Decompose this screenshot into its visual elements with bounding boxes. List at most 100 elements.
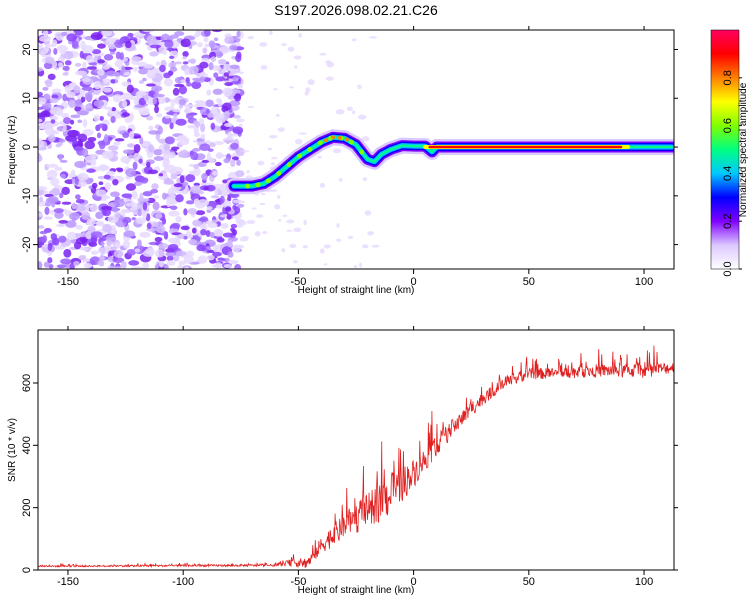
spectrogram-noise-blob [110,116,116,124]
spectrogram-noise-blob [155,132,161,141]
spectrogram-noise-blob [195,79,205,83]
spectrogram-noise-blob [100,38,107,42]
spectrogram-noise-blob [132,161,138,171]
spectrogram-y-tick-label: 0 [21,144,33,150]
spectrogram-noise-blob [95,211,104,220]
spectrogram-x-tick-label: -100 [172,276,194,288]
colorbar: 0.0 0.2 0.4 0.6 0.8 Normalized spectral ampl… [710,29,749,277]
spectrogram-noise-blob [113,141,121,146]
spectrogram-noise-blob [103,134,109,143]
spectrogram-noise-blob [179,175,185,184]
spectrogram-noise-blob [74,160,87,169]
spectrogram-noise-blob [282,214,288,217]
spectrogram-noise-blob [164,115,171,119]
colorbar-strip [710,29,740,270]
spectrogram-noise-blob [58,62,64,68]
spectrogram-noise-blob [175,194,184,203]
spectrogram-noise-blob [83,262,93,269]
spectrogram-noise-blob [109,51,116,55]
spectrogram-noise-blob [210,56,217,63]
spectrogram-noise-blob [106,239,113,247]
spectrogram-noise-blob [256,214,264,219]
spectrogram-noise-blob [122,208,129,213]
spectrogram-noise-blob [247,36,254,40]
spectrogram-noise-blob [38,44,44,49]
spectrogram-hotspot [307,147,313,152]
spectrogram-noise-blob [158,242,169,249]
spectrogram-noise-blob [76,110,89,116]
spectrogram-noise-blob [100,205,112,211]
spectrogram-noise-blob [45,78,53,88]
spectrogram-noise-blob [46,163,59,168]
spectrogram-y-ticks: -20 -10 0 10 20 [21,43,678,253]
spectrogram-noise-blob [183,104,194,108]
spectrogram-hotspot [255,182,261,188]
spectrogram-noise-blob [69,212,80,221]
spectrogram-noise-blob [162,192,167,200]
spectrogram-hotspot [359,149,365,155]
spectrogram-noise-blob [47,196,59,203]
spectrogram-noise-blob [133,152,140,161]
spectrogram-noise-blob [80,96,86,103]
spectrogram-noise-blob [307,79,315,86]
spectrogram-noise-blob [178,104,183,109]
spectrogram-noise-blob [73,85,81,94]
spectrogram-noise-blob [214,187,219,196]
spectrogram-noise-blob [148,125,154,131]
spectrogram-noise-blob [190,185,203,193]
spectrogram-noise-blob [166,111,176,116]
spectrogram-noise-blob [121,112,131,117]
spectrogram-noise-blob [156,225,166,234]
snr-x-tick-label: -150 [57,576,79,588]
spectrogram-noise [38,30,380,269]
spectrogram-noise-blob [48,134,56,142]
spectrogram-noise-blob [183,235,188,240]
spectrogram-noise-blob [54,166,63,171]
spectrogram-noise-blob [254,231,261,237]
spectrogram-noise-blob [237,203,245,208]
spectrogram-noise-blob [142,262,149,269]
spectrogram-noise-blob [107,215,119,224]
spectrogram-noise-blob [125,202,134,207]
spectrogram-noise-blob [205,99,214,108]
spectrogram-noise-blob [182,56,187,60]
spectrogram-noise-blob [208,40,216,49]
spectrogram-noise-blob [57,264,67,269]
spectrogram-hotspot [348,139,354,145]
spectrogram-noise-blob [223,122,234,127]
spectrogram-noise-blob [227,239,233,248]
spectrogram-noise-blob [102,87,113,93]
spectrogram-noise-blob [224,36,235,45]
spectrogram-hotspot [344,137,349,142]
spectrogram-noise-blob [93,80,102,90]
spectrogram-noise-blob [100,241,105,247]
spectrogram-noise-blob [133,98,139,106]
spectrogram-noise-blob [66,231,77,241]
spectrogram-noise-blob [277,127,285,132]
snr-y-tick-label: 400 [21,436,33,454]
spectrogram-noise-blob [336,238,342,242]
spectrogram-noise-blob [319,248,325,254]
spectrogram-noise-blob [123,230,135,238]
spectrogram-noise-blob [115,213,121,219]
snr-x-tick-label: 100 [635,576,653,588]
spectrogram-noise-blob [93,114,101,122]
spectrogram-y-tick-label: 20 [21,43,33,55]
spectrogram-noise-blob [38,140,45,148]
snr-y-tick-label: 200 [21,498,33,516]
spectrogram-noise-blob [185,112,194,120]
spectrogram-noise-blob [84,204,94,208]
spectrogram-noise-blob [81,77,91,83]
spectrogram-noise-blob [172,113,178,118]
spectrogram-noise-blob [175,118,187,126]
spectrogram-noise-blob [223,63,232,72]
snr-x-tick-label: 0 [411,576,417,588]
spectrogram-noise-blob [191,81,202,90]
spectrogram-noise-blob [167,243,179,251]
spectrogram-noise-blob [205,230,211,238]
spectrogram-noise-blob [82,61,87,70]
spectrogram-noise-blob [136,239,142,249]
spectrogram-noise-blob [63,117,72,125]
spectrogram-noise-blob [223,263,233,268]
spectrogram-noise-blob [122,240,131,249]
